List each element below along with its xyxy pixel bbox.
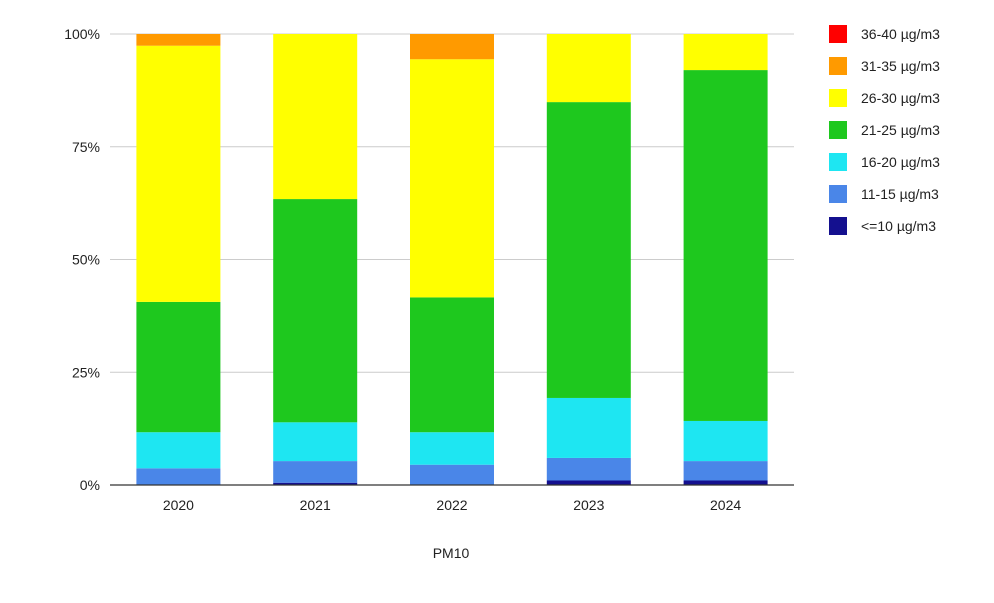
legend: 36-40 µg/m3 31-35 µg/m3 26-30 µg/m3 21-25 µ… <box>829 25 940 235</box>
legend-label: 26-30 µg/m3 <box>861 90 940 106</box>
bar-segment <box>546 457 631 481</box>
bar-segment <box>273 422 358 462</box>
bar-segment <box>273 482 358 485</box>
legend-swatch <box>829 89 847 107</box>
bar-segment <box>683 461 768 481</box>
bar-segment <box>546 34 631 103</box>
x-tick-label: 2021 <box>300 497 331 513</box>
bar-segment <box>136 301 221 433</box>
bar-segment <box>683 420 768 462</box>
bar-segment <box>136 432 221 469</box>
bar-segment <box>410 59 494 298</box>
x-tick-label: 2020 <box>163 497 194 513</box>
x-tick-label: 2022 <box>436 497 467 513</box>
x-axis-title: PM10 <box>433 545 470 561</box>
bar-segment <box>683 480 768 485</box>
bar-segment <box>136 34 221 46</box>
legend-label: 36-40 µg/m3 <box>861 26 940 42</box>
legend-label: 11-15 µg/m3 <box>861 186 939 202</box>
y-tick-label: 75% <box>72 139 100 155</box>
legend-swatch <box>829 217 847 235</box>
bar-segment <box>136 45 221 302</box>
bar-segment <box>273 199 358 423</box>
legend-label: <=10 µg/m3 <box>861 218 936 234</box>
legend-swatch <box>829 25 847 43</box>
bar-segment <box>410 432 494 465</box>
bar-segment <box>683 34 768 71</box>
bar-segment <box>410 464 494 485</box>
legend-swatch <box>829 153 847 171</box>
bar-segment <box>546 397 631 458</box>
x-tick-label: 2023 <box>573 497 604 513</box>
bars <box>136 34 768 485</box>
bar-segment <box>410 34 494 60</box>
bar-segment <box>273 461 358 483</box>
bar-segment <box>546 102 631 398</box>
bar-segment <box>683 70 768 421</box>
bar-segment <box>546 480 631 485</box>
y-tick-label: 50% <box>72 252 100 268</box>
legend-label: 16-20 µg/m3 <box>861 154 940 170</box>
bar-segment <box>136 468 221 485</box>
bar-segment <box>410 297 494 433</box>
y-tick-label: 100% <box>64 26 100 42</box>
x-tick-label: 2024 <box>710 497 741 513</box>
y-tick-label: 25% <box>72 364 100 380</box>
legend-label: 31-35 µg/m3 <box>861 58 940 74</box>
legend-swatch <box>829 121 847 139</box>
bar-segment <box>273 34 358 200</box>
axes: 0% 25% 50% 75% 100% 2020 2021 2022 2023 2024 <box>64 26 794 513</box>
legend-label: 21-25 µg/m3 <box>861 122 940 138</box>
legend-swatch <box>829 57 847 75</box>
y-tick-label: 0% <box>80 477 100 493</box>
legend-swatch <box>829 185 847 203</box>
